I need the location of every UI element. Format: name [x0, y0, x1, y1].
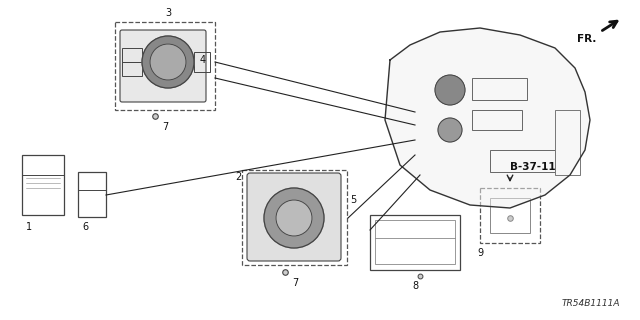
Circle shape [264, 188, 324, 248]
Circle shape [435, 75, 465, 105]
Bar [370, 215, 460, 270]
Text: 3: 3 [165, 8, 171, 18]
Bar [472, 78, 527, 100]
Circle shape [276, 200, 312, 236]
Bar [122, 48, 142, 62]
FancyBboxPatch shape [247, 173, 341, 261]
Bar [375, 220, 455, 264]
Bar [472, 110, 522, 130]
Circle shape [142, 36, 194, 88]
Text: 5: 5 [350, 195, 356, 205]
Circle shape [150, 44, 186, 80]
Text: 9: 9 [477, 248, 483, 258]
Bar [122, 62, 142, 76]
Bar [242, 170, 347, 265]
Text: 2: 2 [236, 172, 242, 182]
Bar [78, 172, 106, 217]
Text: 1: 1 [26, 222, 32, 232]
Text: TR54B1111A: TR54B1111A [561, 299, 620, 308]
FancyBboxPatch shape [120, 30, 206, 102]
Bar [555, 110, 580, 175]
Bar [194, 52, 210, 72]
Text: 7: 7 [162, 122, 168, 132]
Polygon shape [385, 28, 590, 208]
Text: 7: 7 [292, 278, 298, 288]
Text: B-37-11: B-37-11 [510, 162, 556, 172]
Text: 6: 6 [82, 222, 88, 232]
Bar [490, 198, 530, 233]
Bar [480, 188, 540, 243]
Bar [490, 150, 555, 172]
Bar [115, 22, 215, 110]
Text: FR.: FR. [577, 34, 596, 44]
Text: 4: 4 [200, 55, 206, 65]
Bar [22, 155, 64, 215]
Circle shape [438, 118, 462, 142]
Text: 8: 8 [412, 281, 418, 291]
